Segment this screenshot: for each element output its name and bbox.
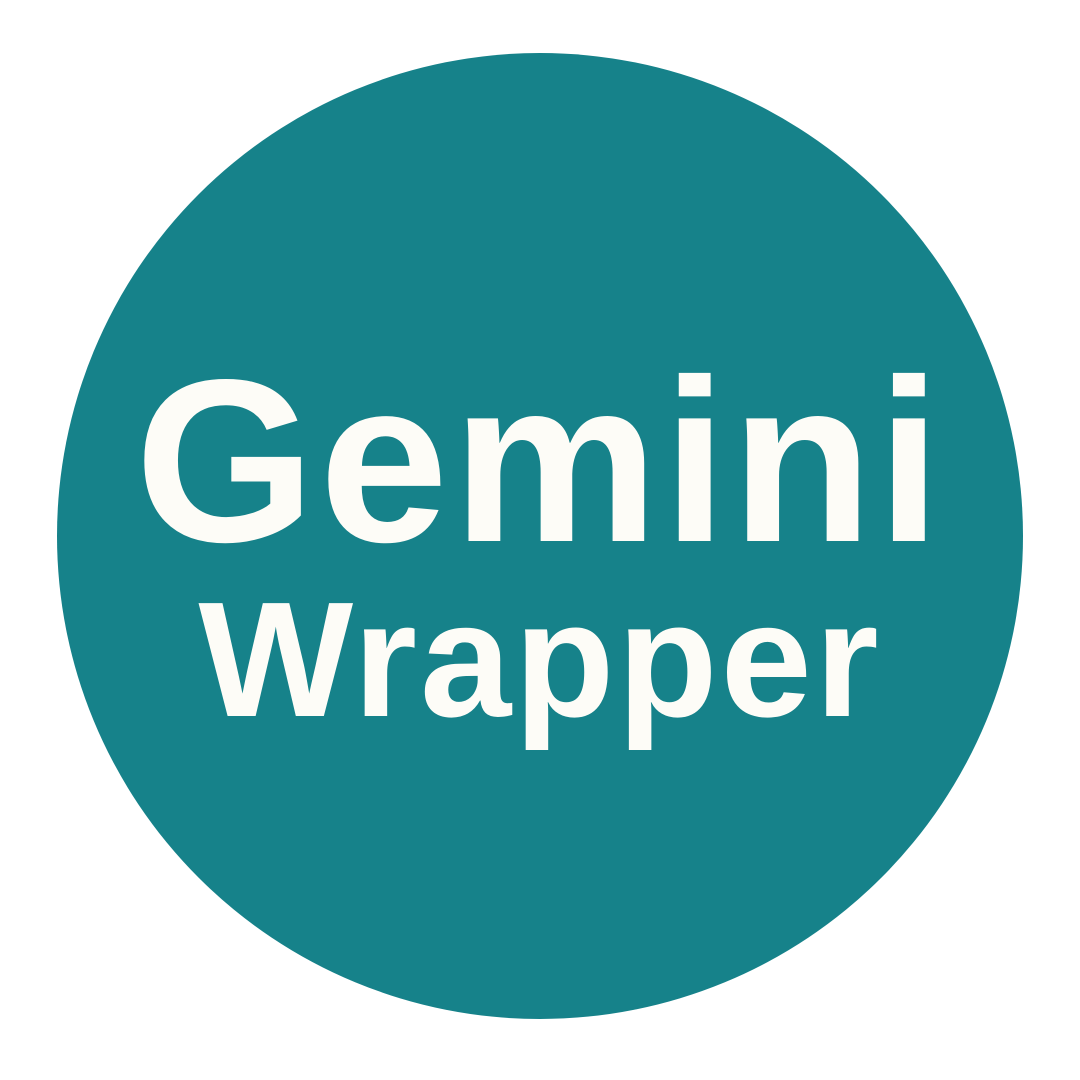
logo-title-line1: Gemini bbox=[134, 332, 946, 591]
logo-title-line2: Wrapper bbox=[198, 568, 882, 751]
logo-circle bbox=[57, 53, 1023, 1019]
